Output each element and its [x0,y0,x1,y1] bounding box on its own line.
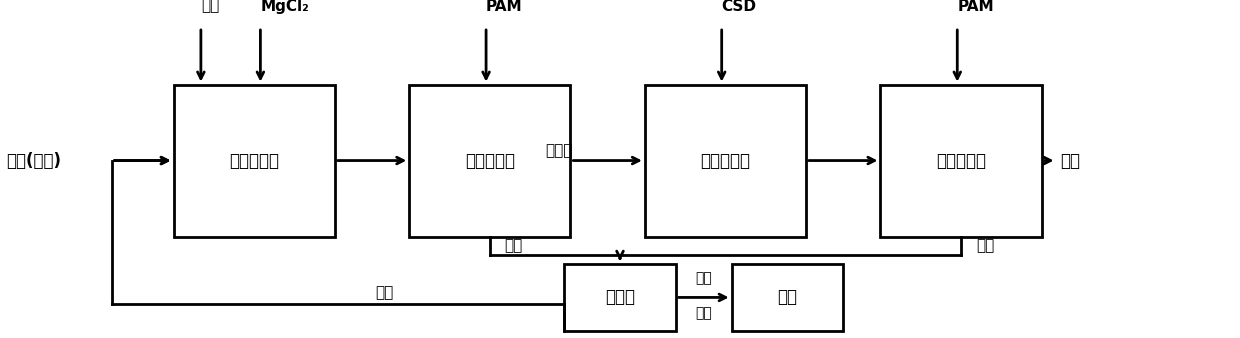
Text: 滤渣: 滤渣 [777,288,797,307]
Text: 石灰: 石灰 [201,0,219,14]
Text: 滤渣: 滤渣 [696,272,712,286]
Text: 沉淀: 沉淀 [976,238,994,254]
Text: 废水(原水): 废水(原水) [6,151,61,170]
Bar [564,264,676,331]
Bar [645,84,806,237]
Text: 压滤机: 压滤机 [605,288,635,307]
Text: 滤液: 滤液 [376,285,393,300]
Bar [409,84,570,237]
Bar [732,264,843,331]
Text: 一级混凝池: 一级混凝池 [229,151,279,170]
Text: 一级沉淀池: 一级沉淀池 [465,151,515,170]
Text: CSD: CSD [722,0,756,14]
Text: 二级混凝池: 二级混凝池 [701,151,750,170]
Text: 干燥: 干燥 [696,306,712,320]
Text: PAM: PAM [957,0,994,14]
Text: PAM: PAM [486,0,523,14]
Text: MgCl₂: MgCl₂ [260,0,309,14]
Text: 出水: 出水 [1060,151,1080,170]
Text: 二级沉淀池: 二级沉淀池 [936,151,986,170]
Text: 上清液: 上清液 [546,143,573,158]
Bar [174,84,335,237]
Text: 沉淀: 沉淀 [505,238,523,254]
Bar [880,84,1042,237]
